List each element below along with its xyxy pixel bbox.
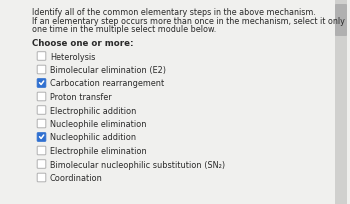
- Text: Identify all of the common elementary steps in the above mechanism.: Identify all of the common elementary st…: [32, 8, 316, 17]
- FancyBboxPatch shape: [37, 106, 46, 114]
- Text: Carbocation rearrangement: Carbocation rearrangement: [50, 80, 164, 89]
- Text: Proton transfer: Proton transfer: [50, 93, 112, 102]
- FancyBboxPatch shape: [37, 173, 46, 182]
- Bar: [335, 0, 347, 204]
- Text: Electrophilic addition: Electrophilic addition: [50, 106, 136, 115]
- FancyBboxPatch shape: [37, 92, 46, 101]
- Text: Heterolysis: Heterolysis: [50, 52, 95, 61]
- Text: one time in the multiple select module below.: one time in the multiple select module b…: [32, 25, 216, 34]
- Text: Coordination: Coordination: [50, 174, 103, 183]
- Text: Bimolecular elimination (E2): Bimolecular elimination (E2): [50, 66, 166, 75]
- FancyBboxPatch shape: [37, 79, 46, 87]
- FancyBboxPatch shape: [37, 160, 46, 168]
- FancyBboxPatch shape: [335, 4, 347, 36]
- FancyBboxPatch shape: [37, 52, 46, 60]
- FancyBboxPatch shape: [37, 133, 46, 141]
- FancyBboxPatch shape: [37, 146, 46, 155]
- Text: Nucleophilic addition: Nucleophilic addition: [50, 133, 136, 143]
- Text: If an elementary step occurs more than once in the mechanism, select it only: If an elementary step occurs more than o…: [32, 17, 345, 26]
- Text: Bimolecular nucleophilic substitution (SN₂): Bimolecular nucleophilic substitution (S…: [50, 161, 225, 170]
- Text: Choose one or more:: Choose one or more:: [32, 40, 133, 49]
- FancyBboxPatch shape: [37, 119, 46, 128]
- FancyBboxPatch shape: [37, 65, 46, 74]
- Text: Electrophile elimination: Electrophile elimination: [50, 147, 147, 156]
- Text: Nucleophile elimination: Nucleophile elimination: [50, 120, 147, 129]
